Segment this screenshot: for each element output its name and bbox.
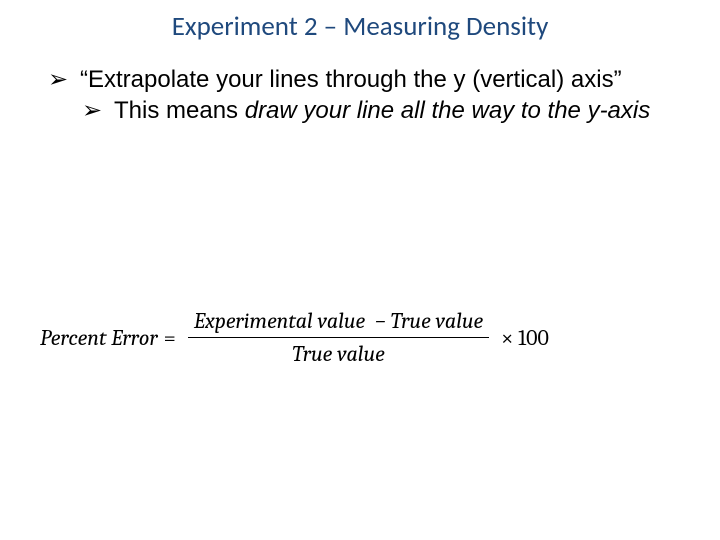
title-text: Experiment 2 – Measuring Density	[172, 10, 549, 43]
formula-denominator: True value	[188, 337, 489, 367]
formula-multiplier: × 100	[501, 325, 549, 351]
bullet-level-2-prefix: This means	[114, 97, 245, 124]
bullet-level-1-text: “Extrapolate your lines through the y (v…	[80, 66, 622, 93]
formula-lhs: Percent Error	[40, 325, 158, 351]
formula-fraction: Experimental value − True value True val…	[188, 308, 489, 367]
bullet-marker-icon: ➢	[48, 65, 68, 94]
bullet-level-1: ➢ “Extrapolate your lines through the y …	[48, 65, 690, 94]
bullet-level-2: ➢ This means draw your line all the way …	[48, 96, 690, 125]
formula-equals: =	[164, 325, 176, 351]
percent-error-formula: Percent Error = Experimental value − Tru…	[40, 308, 680, 367]
formula-numerator: Experimental value − True value	[188, 308, 489, 337]
bullet-marker-icon: ➢	[82, 96, 102, 125]
content-area: ➢ “Extrapolate your lines through the y …	[0, 43, 720, 126]
slide-title: Experiment 2 – Measuring Density	[0, 0, 720, 43]
bullet-level-2-italic: draw your line all the way to the y-axis	[245, 97, 651, 124]
